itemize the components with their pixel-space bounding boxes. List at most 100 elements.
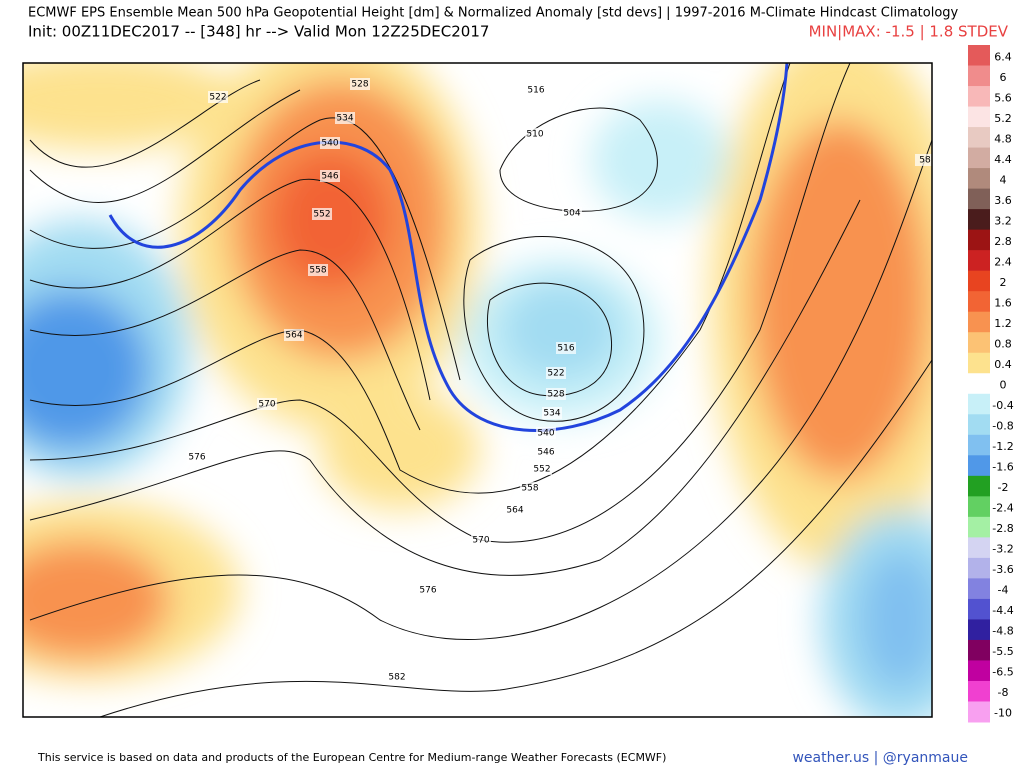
- brand: weather.us | @ryanmaue: [792, 750, 968, 766]
- contour-label-bg: [320, 170, 340, 182]
- contour-label-bg: [536, 427, 556, 439]
- contour-label-bg: [418, 584, 438, 596]
- colorbar-swatch: [968, 332, 990, 354]
- colorbar-label: 3.6: [994, 194, 1012, 207]
- credit: This service is based on data and produc…: [37, 751, 666, 764]
- colorbar-swatch: [968, 311, 990, 333]
- contour-label-bg: [526, 84, 546, 96]
- colorbar-label: 0.4: [994, 358, 1012, 371]
- contour-label-bg: [312, 208, 332, 220]
- contour-label-bg: [350, 78, 370, 90]
- colorbar-label: 6.4: [994, 50, 1012, 63]
- contour-label: 576: [419, 586, 436, 596]
- contour-label-bg: [546, 367, 566, 379]
- colorbar-label: 3.2: [994, 214, 1012, 227]
- colorbar-swatch: [968, 188, 990, 210]
- contour-label-bg: [187, 451, 207, 463]
- colorbar-swatch: [968, 127, 990, 149]
- contour-label: 540: [321, 139, 338, 149]
- colorbar-label: -2.4: [992, 502, 1013, 515]
- colorbar-swatch: [968, 496, 990, 518]
- colorbar-swatch: [968, 434, 990, 456]
- colorbar-label: -2.8: [992, 522, 1013, 535]
- contour-label: 570: [472, 536, 489, 546]
- contour-label-bg: [525, 128, 545, 140]
- contour-label: 546: [321, 172, 338, 182]
- contour-label: 522: [209, 93, 226, 103]
- colorbar-swatch: [968, 680, 990, 702]
- colorbar-swatch: [968, 291, 990, 313]
- colorbar-label: -0.4: [992, 399, 1013, 412]
- colorbar-swatch: [968, 639, 990, 661]
- contour-label-bg: [308, 264, 328, 276]
- init-line: Init: 00Z11DEC2017 -- [348] hr --> Valid…: [28, 23, 489, 41]
- map: 522 528 534 540 546 552 558 564 570 576 582 516 510 5…: [23, 63, 932, 717]
- contour-label-bg: [471, 534, 491, 546]
- contour-label: 516: [557, 344, 574, 354]
- contour-label-bg: [546, 388, 566, 400]
- contour-label-bg: [532, 463, 552, 475]
- colorbar-label: -3.2: [992, 543, 1013, 556]
- colorbar-swatch: [968, 393, 990, 415]
- contour-label: 546: [537, 448, 554, 458]
- colorbar-swatch: [968, 229, 990, 251]
- colorbar-label: 6: [1000, 71, 1007, 84]
- contour-label: 576: [188, 453, 205, 463]
- contour-label-bg: [387, 671, 407, 683]
- colorbar-label: -2: [998, 481, 1009, 494]
- colorbar-swatch: [968, 701, 990, 723]
- contour-label: 510: [526, 130, 543, 140]
- colorbar-label: 4.8: [994, 132, 1012, 145]
- colorbar-label: -1.6: [992, 461, 1013, 474]
- contour-label: 582: [388, 673, 405, 683]
- colorbar-label: -3.6: [992, 563, 1013, 576]
- colorbar-swatch: [968, 537, 990, 559]
- title: ECMWF EPS Ensemble Mean 500 hPa Geopoten…: [28, 6, 959, 21]
- contour-label-bg: [257, 398, 277, 410]
- contour-label-bg: [556, 342, 576, 354]
- contour-label-bg: [208, 91, 228, 103]
- colorbar-label: -1.2: [992, 440, 1013, 453]
- colorbar-swatch: [968, 352, 990, 374]
- contour-label: 552: [313, 210, 330, 220]
- contour-label: 558: [309, 266, 326, 276]
- contour-label-bg: [915, 154, 932, 166]
- colorbar-swatch: [968, 168, 990, 190]
- contour-label-bg: [284, 329, 304, 341]
- contour-label: 516: [527, 86, 544, 96]
- colorbar-label: 5.6: [994, 91, 1012, 104]
- colorbar-swatch: [968, 516, 990, 538]
- contour-label: 570: [258, 400, 275, 410]
- contour-label: 534: [336, 114, 353, 124]
- colorbar-swatch: [968, 557, 990, 579]
- contour-label-bg: [536, 446, 556, 458]
- colorbar-swatch: [968, 86, 990, 108]
- contour-label: 534: [543, 409, 560, 419]
- colorbar-label: 0.8: [994, 337, 1012, 350]
- colorbar-swatch: [968, 65, 990, 87]
- contour-label: 540: [537, 429, 554, 439]
- contour-label-bg: [335, 112, 355, 124]
- contour-label: 504: [563, 209, 580, 219]
- colorbar-swatch: [968, 270, 990, 292]
- contour-label-bg: [505, 504, 525, 516]
- colorbar-label: -6.5: [992, 666, 1013, 679]
- colorbar-label: 1.2: [994, 317, 1012, 330]
- contour-label: 528: [547, 390, 564, 400]
- contour-label-bg: [520, 482, 540, 494]
- colorbar-label: 5.2: [994, 112, 1012, 125]
- colorbar-label: 1.6: [994, 296, 1012, 309]
- colorbar-swatch: [968, 455, 990, 477]
- colorbar-swatch: [968, 414, 990, 436]
- colorbar-label: 4: [1000, 173, 1007, 186]
- colorbar-swatch: [968, 373, 990, 395]
- contour-label-bg: [320, 137, 340, 149]
- contour-label: 558: [521, 484, 538, 494]
- colorbar-swatch: [968, 660, 990, 682]
- contour-label: 528: [351, 80, 368, 90]
- colorbar-swatch: [968, 475, 990, 497]
- map-frame: [22, 62, 933, 718]
- contour-label: 522: [547, 369, 564, 379]
- colorbar-label: 2: [1000, 276, 1007, 289]
